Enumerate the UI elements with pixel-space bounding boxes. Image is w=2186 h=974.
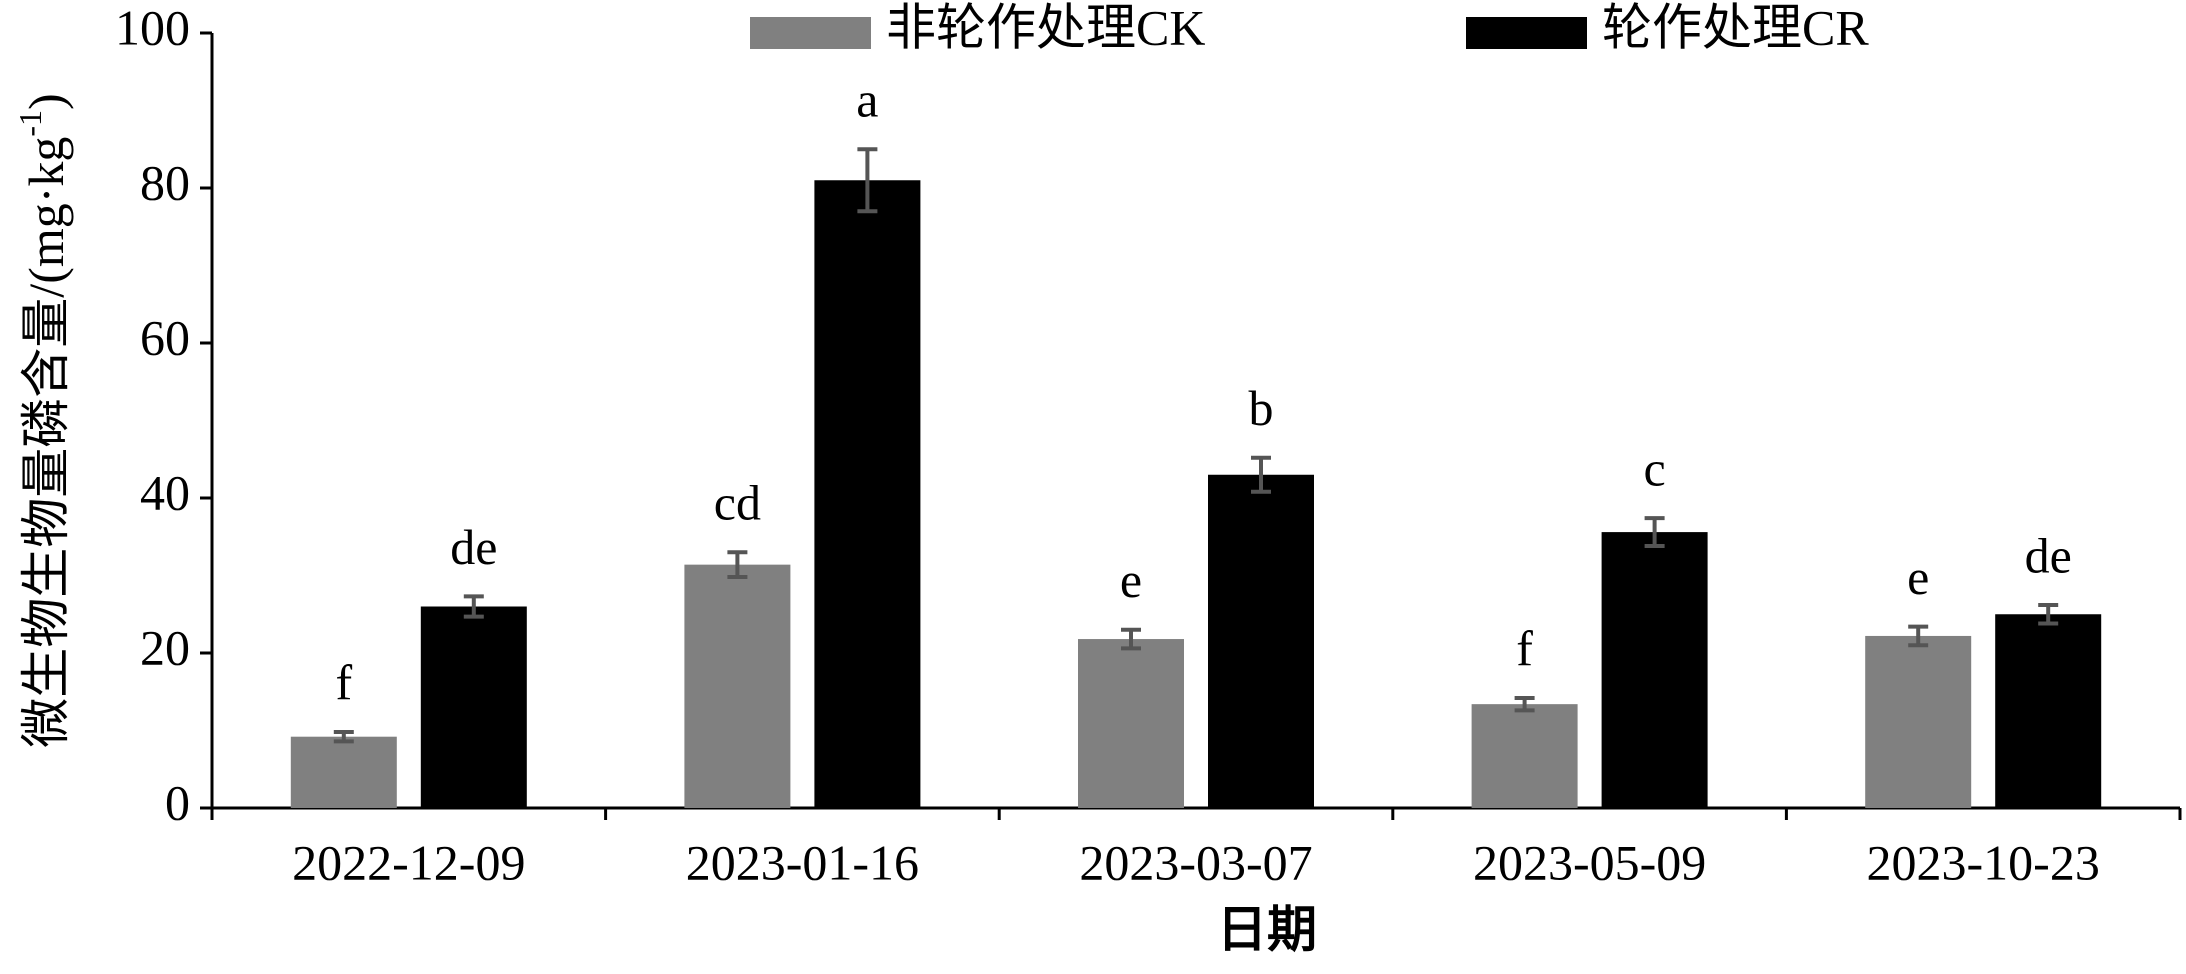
x-tick-label: 2023-03-07 — [1079, 834, 1312, 890]
bar — [420, 606, 527, 808]
bar — [684, 564, 791, 808]
y-axis-title: 微生物生物量磷含量/(mg·kg-1) — [12, 93, 74, 747]
significance-letter: e — [1120, 552, 1142, 608]
error-bar — [1908, 624, 1929, 648]
x-tick-label: 2023-01-16 — [686, 834, 919, 890]
error-bar — [857, 147, 878, 214]
bar — [1601, 532, 1708, 808]
x-tick-label: 2022-12-09 — [292, 834, 525, 890]
error-bar — [1514, 695, 1535, 713]
y-tick-label: 80 — [140, 154, 190, 210]
y-tick-label: 20 — [140, 619, 190, 675]
x-axis-title: 日期 — [1217, 901, 1317, 957]
legend-swatch — [1466, 17, 1587, 49]
bar — [290, 736, 397, 808]
bar — [1208, 474, 1314, 808]
significance-letter: a — [856, 72, 878, 128]
y-axis-title-part: ) — [18, 93, 74, 110]
x-tick-label: 2023-05-09 — [1473, 834, 1706, 890]
y-tick-label: 60 — [140, 309, 190, 365]
significance-letter: f — [335, 655, 352, 711]
error-bar — [1644, 516, 1665, 549]
y-axis-title-part: 微生物生物量磷含量/(mg·kg — [18, 137, 74, 748]
y-axis-title-part: -1 — [12, 110, 48, 137]
significance-letter: f — [1516, 620, 1533, 676]
y-tick-label: 40 — [140, 464, 190, 520]
error-bar — [333, 730, 354, 744]
error-bar — [727, 550, 748, 580]
error-bar — [1121, 627, 1141, 651]
legend-swatch — [750, 17, 871, 49]
significance-letter: b — [1249, 380, 1274, 436]
significance-letter: de — [2025, 527, 2072, 583]
bar — [1078, 639, 1184, 808]
legend-label: 非轮作处理CK — [886, 0, 1205, 55]
y-tick-label: 100 — [115, 0, 190, 55]
significance-letter: c — [1643, 441, 1665, 497]
bar — [1995, 614, 2102, 808]
error-bar — [463, 594, 484, 619]
bar — [1471, 704, 1578, 808]
significance-letter: e — [1907, 549, 1929, 605]
error-bar — [2038, 602, 2059, 626]
significance-letter: de — [450, 519, 497, 575]
bar — [1865, 635, 1972, 808]
error-bar — [1251, 455, 1271, 494]
x-tick-label: 2023-10-23 — [1867, 834, 2100, 890]
legend-label: 轮作处理CR — [1602, 0, 1869, 55]
significance-letter: cd — [714, 475, 761, 531]
y-tick-label: 0 — [165, 774, 190, 830]
bar — [814, 180, 921, 808]
